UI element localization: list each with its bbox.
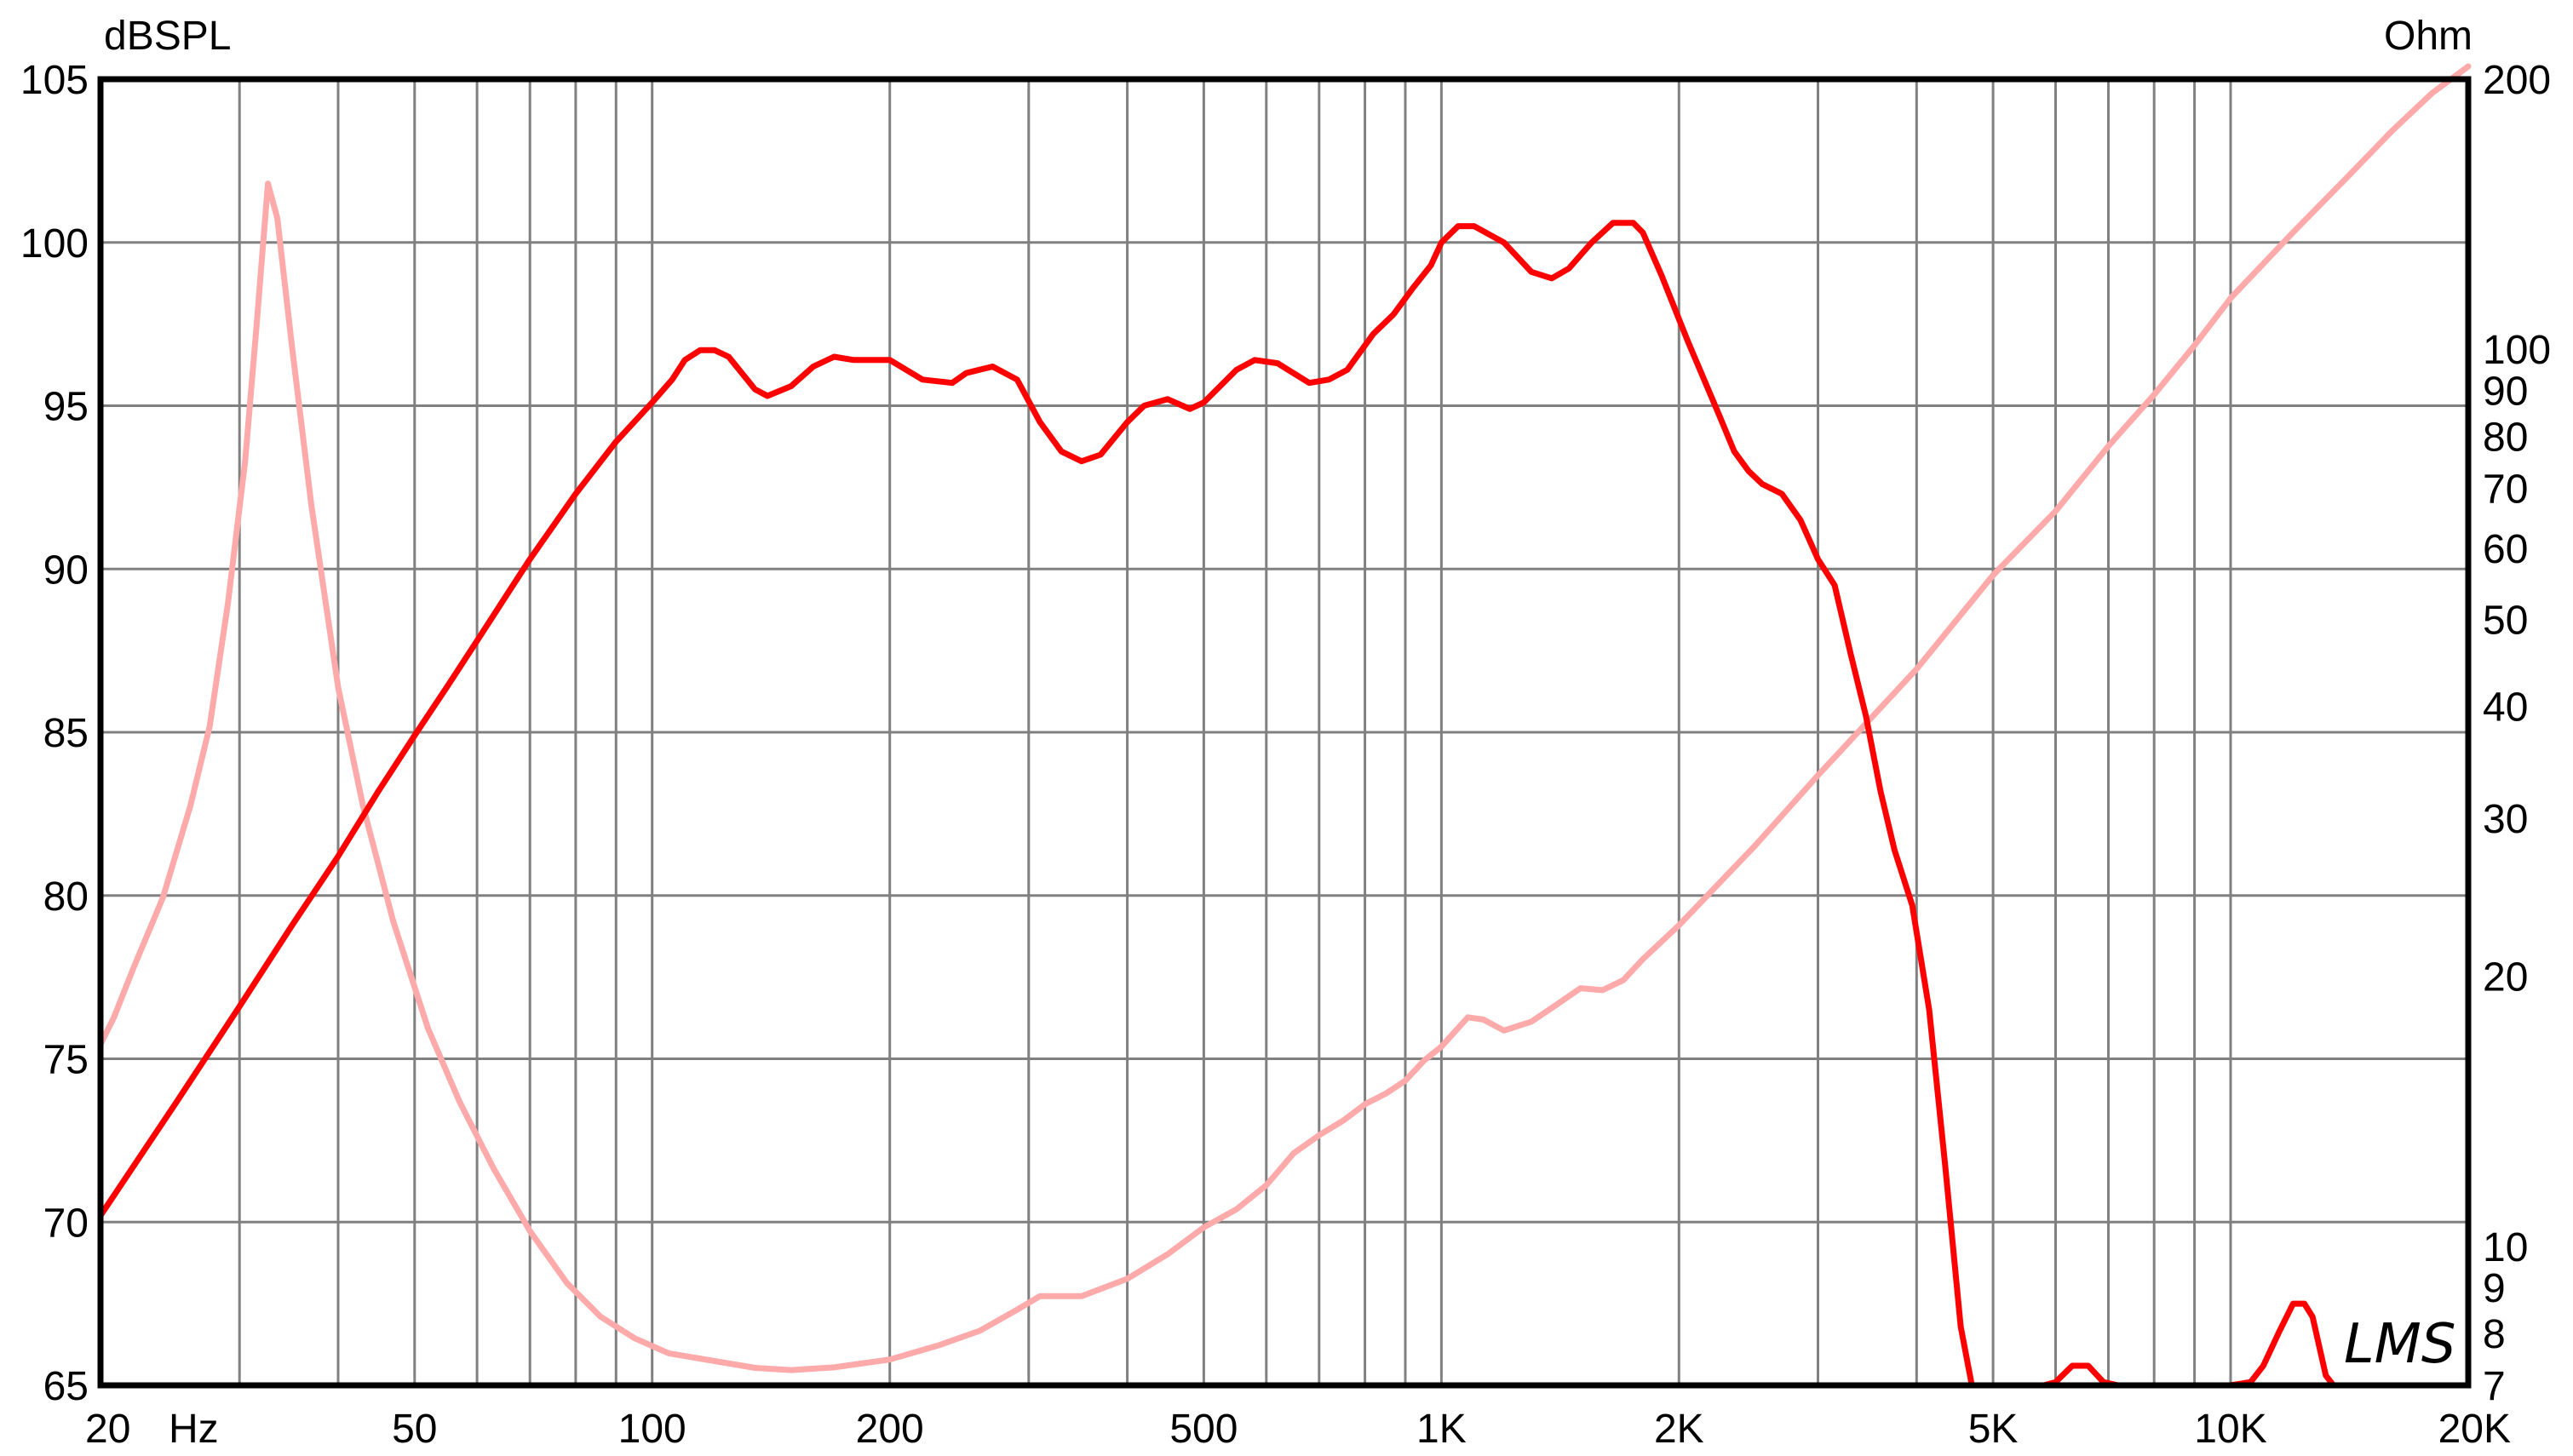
y-tick-label: 90 — [43, 547, 89, 593]
y2-tick-label: 90 — [2483, 369, 2528, 414]
x-tick-label: 20K — [2438, 1407, 2511, 1452]
y-tick-label: 75 — [43, 1038, 89, 1083]
y2-axis-title: Ohm — [2384, 14, 2472, 59]
y-tick-label: 95 — [43, 385, 89, 430]
lms-logo: LMS — [2344, 1313, 2456, 1376]
impedance-curve — [97, 63, 2472, 1373]
x-tick-label: 200 — [856, 1407, 924, 1452]
y2-tick-label: 7 — [2483, 1364, 2506, 1409]
grid — [101, 79, 2468, 1385]
x-tick-label: 50 — [392, 1407, 437, 1452]
y2-tick-label: 200 — [2483, 58, 2551, 103]
y2-tick-label: 30 — [2483, 797, 2528, 842]
y-tick-label: 65 — [43, 1364, 89, 1409]
x-tick-label: 5K — [1968, 1407, 2019, 1452]
svg-text:LMS: LMS — [2344, 1313, 2456, 1376]
x-tick-label: 2K — [1654, 1407, 1704, 1452]
y2-tick-label: 9 — [2483, 1266, 2506, 1311]
x-axis-unit-label: Hz — [169, 1407, 219, 1452]
y-tick-label: 80 — [43, 874, 89, 920]
y2-tick-label: 80 — [2483, 415, 2528, 460]
y2-tick-label: 10 — [2483, 1225, 2528, 1270]
y-tick-label: 85 — [43, 711, 89, 756]
x-tick-label: 20 — [85, 1407, 130, 1452]
x-tick-label: 500 — [1169, 1407, 1238, 1452]
y2-tick-label: 8 — [2483, 1312, 2506, 1357]
y2-tick-label: 70 — [2483, 467, 2528, 512]
x-tick-label: 10K — [2194, 1407, 2266, 1452]
tick-labels: 1051009590858075706520010090807060504030… — [20, 58, 2551, 1452]
y2-tick-label: 20 — [2483, 955, 2528, 1000]
y-axis-title: dBSPL — [104, 14, 231, 59]
y2-tick-label: 50 — [2483, 598, 2528, 643]
y-tick-label: 100 — [20, 221, 89, 267]
y2-tick-label: 60 — [2483, 527, 2528, 572]
y-tick-label: 105 — [20, 58, 89, 103]
x-tick-label: 100 — [618, 1407, 686, 1452]
plot-frame — [97, 76, 2472, 1389]
y2-tick-label: 40 — [2483, 685, 2528, 730]
y2-tick-label: 100 — [2483, 328, 2551, 373]
x-tick-label: 1K — [1416, 1407, 1467, 1452]
y-tick-label: 70 — [43, 1201, 89, 1246]
